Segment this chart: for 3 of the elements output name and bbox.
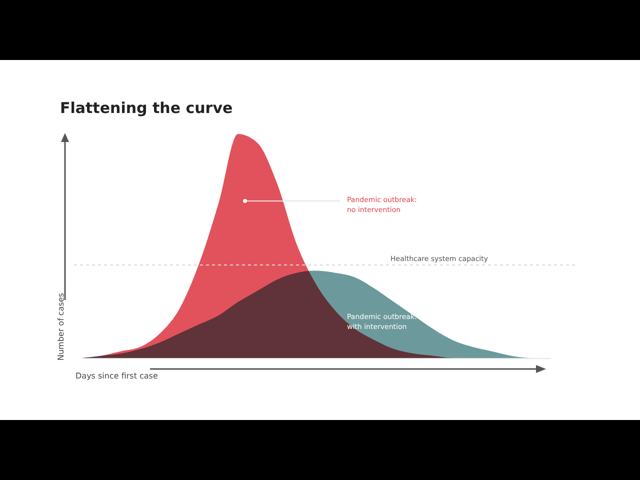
x-axis-title: Days since first case — [76, 372, 158, 380]
chart-title: Flattening the curve — [60, 99, 233, 117]
y-axis-title: Number of cases — [56, 293, 66, 360]
